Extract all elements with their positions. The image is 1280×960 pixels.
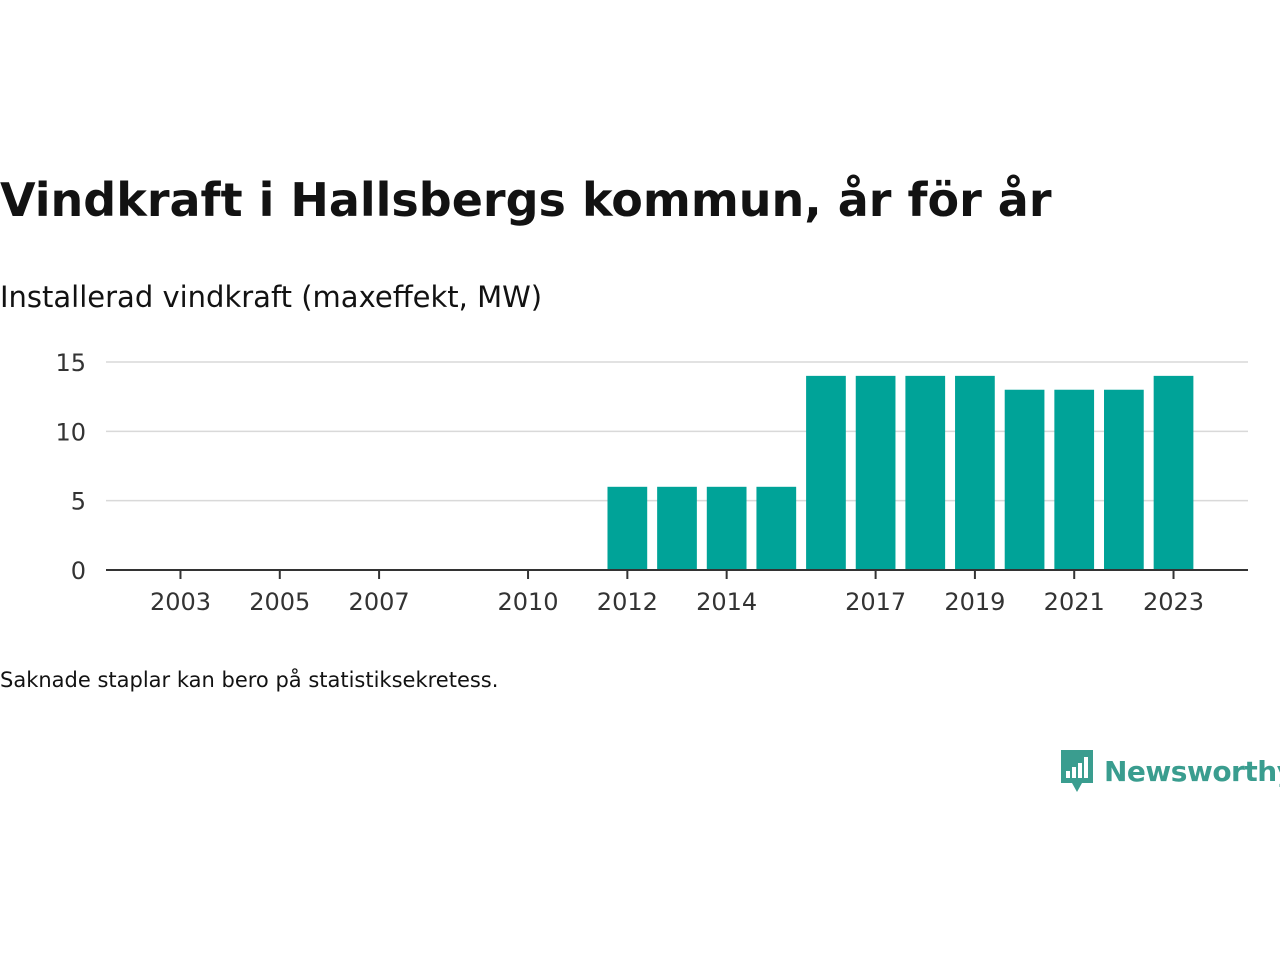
bar-2013	[657, 486, 697, 570]
y-tick-label: 5	[71, 488, 86, 516]
brand-logo[interactable]: Newsworthy	[1058, 746, 1280, 796]
x-tick-label: 2017	[845, 588, 906, 616]
y-tick-label: 15	[55, 349, 86, 377]
x-tick-label: 2010	[498, 588, 559, 616]
x-tick-label: 2019	[944, 588, 1005, 616]
x-axis-labels: 2003 2005 2007 2010 2012 2014 2017 2019 2021 2023	[150, 588, 1204, 616]
x-tick-label: 2021	[1044, 588, 1105, 616]
bar-2021	[1054, 389, 1095, 570]
bar-2017	[855, 375, 896, 570]
bar-2015	[756, 486, 797, 570]
chart-subtitle: Installerad vindkraft (maxeffekt, MW)	[0, 280, 543, 314]
bar-2016	[806, 375, 846, 570]
bar-2019	[955, 375, 995, 570]
bars	[607, 375, 1194, 570]
x-tick-label: 2007	[349, 588, 410, 616]
bar-2022	[1104, 389, 1144, 570]
footnote: Saknade staplar kan bero på statistiksek…	[0, 668, 499, 692]
x-tick-label: 2023	[1143, 588, 1204, 616]
bar-chart-speech-bubble-icon	[1061, 750, 1093, 792]
x-tick-label: 2012	[597, 588, 658, 616]
bar-2014	[706, 486, 747, 570]
bar-2023	[1153, 375, 1194, 570]
y-tick-label: 0	[71, 557, 86, 585]
brand-name: Newsworthy	[1104, 754, 1280, 788]
y-tick-label: 10	[55, 418, 86, 446]
x-tick-label: 2003	[150, 588, 211, 616]
chart-title: Vindkraft i Hallsbergs kommun, år för år	[0, 173, 1052, 227]
x-tick-label: 2014	[696, 588, 757, 616]
x-axis	[106, 569, 1248, 579]
bar-2012	[607, 486, 648, 570]
x-tick-label: 2005	[249, 588, 310, 616]
bar-2020	[1004, 389, 1045, 570]
y-axis-labels: 0 5 10 15	[55, 349, 86, 585]
bar-2018	[905, 375, 946, 570]
